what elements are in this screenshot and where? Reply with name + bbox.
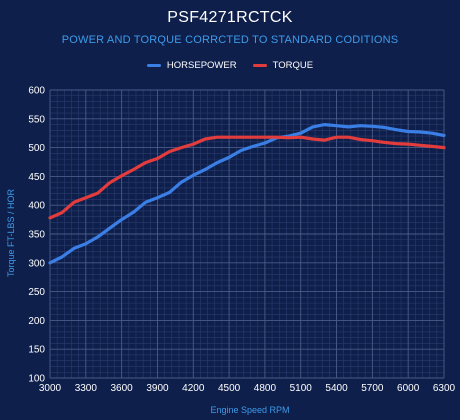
chart-title: PSF4271RCTCK [167,9,293,26]
chart-subtitle: POWER AND TORQUE CORRCTED TO STANDARD CO… [61,34,399,46]
legend-item-torque[interactable]: TORQUE [252,60,314,71]
legend-swatch-torque [252,64,267,67]
y-tick-label: 500 [28,143,45,154]
x-tick-label: 4500 [218,383,241,394]
x-tick-label: 3900 [146,383,169,394]
y-tick-label: 250 [28,287,45,298]
y-tick-label: 400 [28,201,45,212]
y-tick-label: 100 [28,374,45,385]
y-axis-label: Torque FT-LBS / HOR [6,188,16,278]
chart-legend: HORSEPOWER TORQUE [0,60,460,71]
x-tick-label: 5700 [361,383,384,394]
y-tick-label: 200 [28,316,45,327]
y-tick-label: 350 [28,230,45,241]
x-tick-label: 3300 [75,383,98,394]
x-tick-label: 5400 [325,383,348,394]
x-tick-label: 4800 [254,383,277,394]
x-tick-label: 3600 [111,383,134,394]
series-line-horsepower [48,122,446,265]
y-tick-label: 450 [28,172,45,183]
x-tick-label: 6300 [433,383,456,394]
legend-swatch-horsepower [146,64,161,67]
legend-label-torque: TORQUE [272,60,314,71]
y-tick-label: 600 [28,86,45,97]
y-tick-label: 550 [28,114,45,125]
x-tick-label: 5100 [290,383,313,394]
y-tick-label: 300 [28,258,45,269]
legend-label-horsepower: HORSEPOWER [166,60,237,71]
x-tick-label: 3000 [39,383,62,394]
x-axis-label: Engine Speed RPM [210,405,290,415]
series-line-torque [48,135,446,220]
legend-item-horsepower[interactable]: HORSEPOWER [146,60,237,71]
x-tick-label: 6000 [397,383,420,394]
x-tick-label: 4200 [182,383,205,394]
y-tick-label: 150 [28,345,45,356]
